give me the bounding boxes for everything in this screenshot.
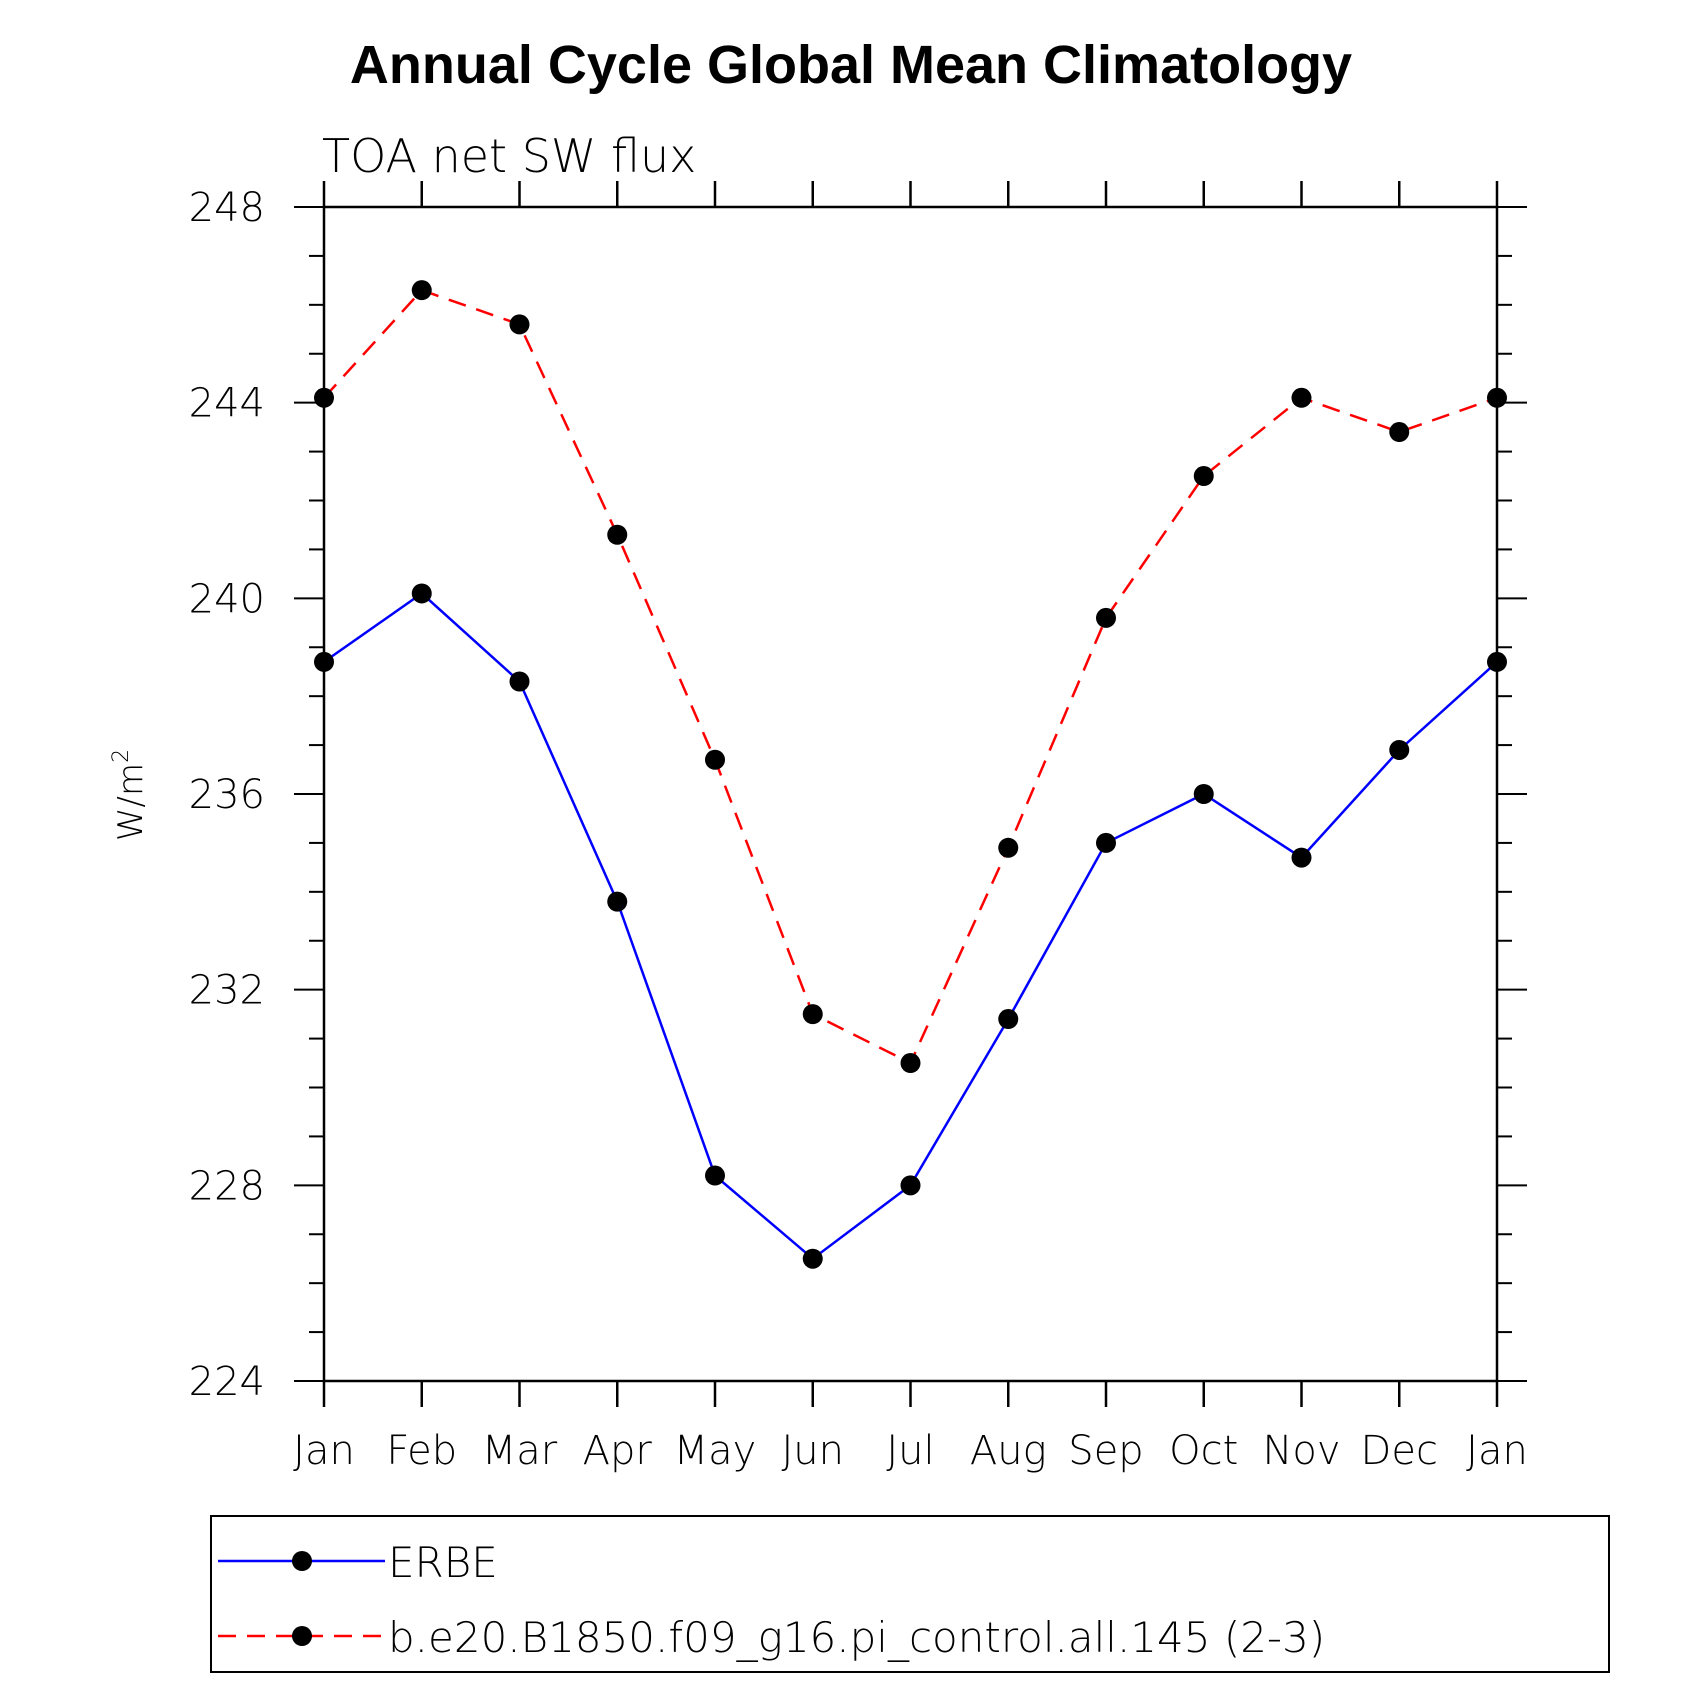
y-tick-label: 236 bbox=[189, 772, 265, 818]
data-point bbox=[900, 1053, 921, 1074]
data-point bbox=[998, 1009, 1019, 1030]
x-tick-label: Sep bbox=[1068, 1428, 1143, 1474]
data-point bbox=[1487, 651, 1507, 672]
legend-label-model: b.e20.B1850.f09_g16.pi_control.all.145 (… bbox=[388, 1613, 1325, 1662]
y-tick-label: 228 bbox=[189, 1163, 265, 1209]
data-point bbox=[1389, 739, 1410, 760]
data-point bbox=[1096, 607, 1116, 628]
data-point bbox=[509, 671, 530, 692]
x-tick-label: Jul bbox=[886, 1428, 934, 1474]
data-point bbox=[411, 280, 432, 301]
plot-frame bbox=[322, 205, 1499, 1383]
chart-title: Annual Cycle Global Mean Climatology bbox=[350, 35, 1352, 95]
data-point bbox=[900, 1175, 921, 1196]
data-point bbox=[411, 583, 432, 604]
x-tick-label: Dec bbox=[1361, 1428, 1438, 1474]
axes: Jan Feb Mar Apr May Jun Jul Aug Sep Oct Nov Dec Jan 2… bbox=[189, 181, 1528, 1474]
chart-subtitle: TOA net SW flux bbox=[322, 129, 696, 183]
y-axis-label: W/m2 bbox=[109, 749, 151, 841]
data-point bbox=[1291, 387, 1312, 408]
data-point bbox=[607, 524, 628, 545]
data-point bbox=[705, 749, 725, 770]
x-tick-label: Mar bbox=[482, 1428, 558, 1474]
x-tick-label: Feb bbox=[386, 1428, 457, 1474]
legend-marker-model bbox=[292, 1626, 312, 1646]
y-tick-label: 240 bbox=[189, 576, 265, 622]
data-point bbox=[1096, 832, 1116, 853]
data-point bbox=[509, 314, 530, 335]
data-point bbox=[705, 1165, 725, 1186]
data-point bbox=[1193, 466, 1214, 487]
x-tick-label: Nov bbox=[1262, 1428, 1340, 1474]
series-line-1 bbox=[323, 288, 1498, 1065]
x-tick-label: Jun bbox=[782, 1428, 845, 1474]
legend-marker-erbe bbox=[292, 1551, 312, 1571]
legend-box bbox=[210, 1515, 1610, 1673]
data-point bbox=[607, 891, 628, 912]
y-tick-label: 248 bbox=[189, 185, 265, 231]
legend-label-erbe: ERBE bbox=[388, 1538, 498, 1587]
data-point bbox=[1487, 387, 1507, 408]
data-point bbox=[802, 1004, 823, 1025]
y-tick-label: 244 bbox=[189, 381, 265, 427]
data-point bbox=[998, 837, 1019, 858]
x-tick-label: Oct bbox=[1169, 1428, 1238, 1474]
x-tick-label: Jan bbox=[293, 1428, 355, 1474]
data-point bbox=[802, 1248, 823, 1269]
x-tick-label: May bbox=[674, 1428, 757, 1474]
series-layer bbox=[314, 280, 1507, 1269]
y-tick-label: 232 bbox=[189, 968, 265, 1014]
x-tick-label: Jan bbox=[1466, 1428, 1528, 1474]
data-point bbox=[1193, 784, 1214, 804]
x-tick-label: Apr bbox=[583, 1428, 653, 1474]
y-tick-label: 224 bbox=[189, 1359, 265, 1405]
data-point bbox=[1389, 422, 1410, 443]
legend: ERBE b.e20.B1850.f09_g16.pi_control.all.… bbox=[210, 1515, 1610, 1673]
x-tick-label: Aug bbox=[970, 1428, 1047, 1474]
series-line-0 bbox=[323, 591, 1498, 1261]
data-point bbox=[314, 651, 334, 672]
data-point bbox=[314, 387, 334, 408]
data-point bbox=[1291, 847, 1312, 868]
